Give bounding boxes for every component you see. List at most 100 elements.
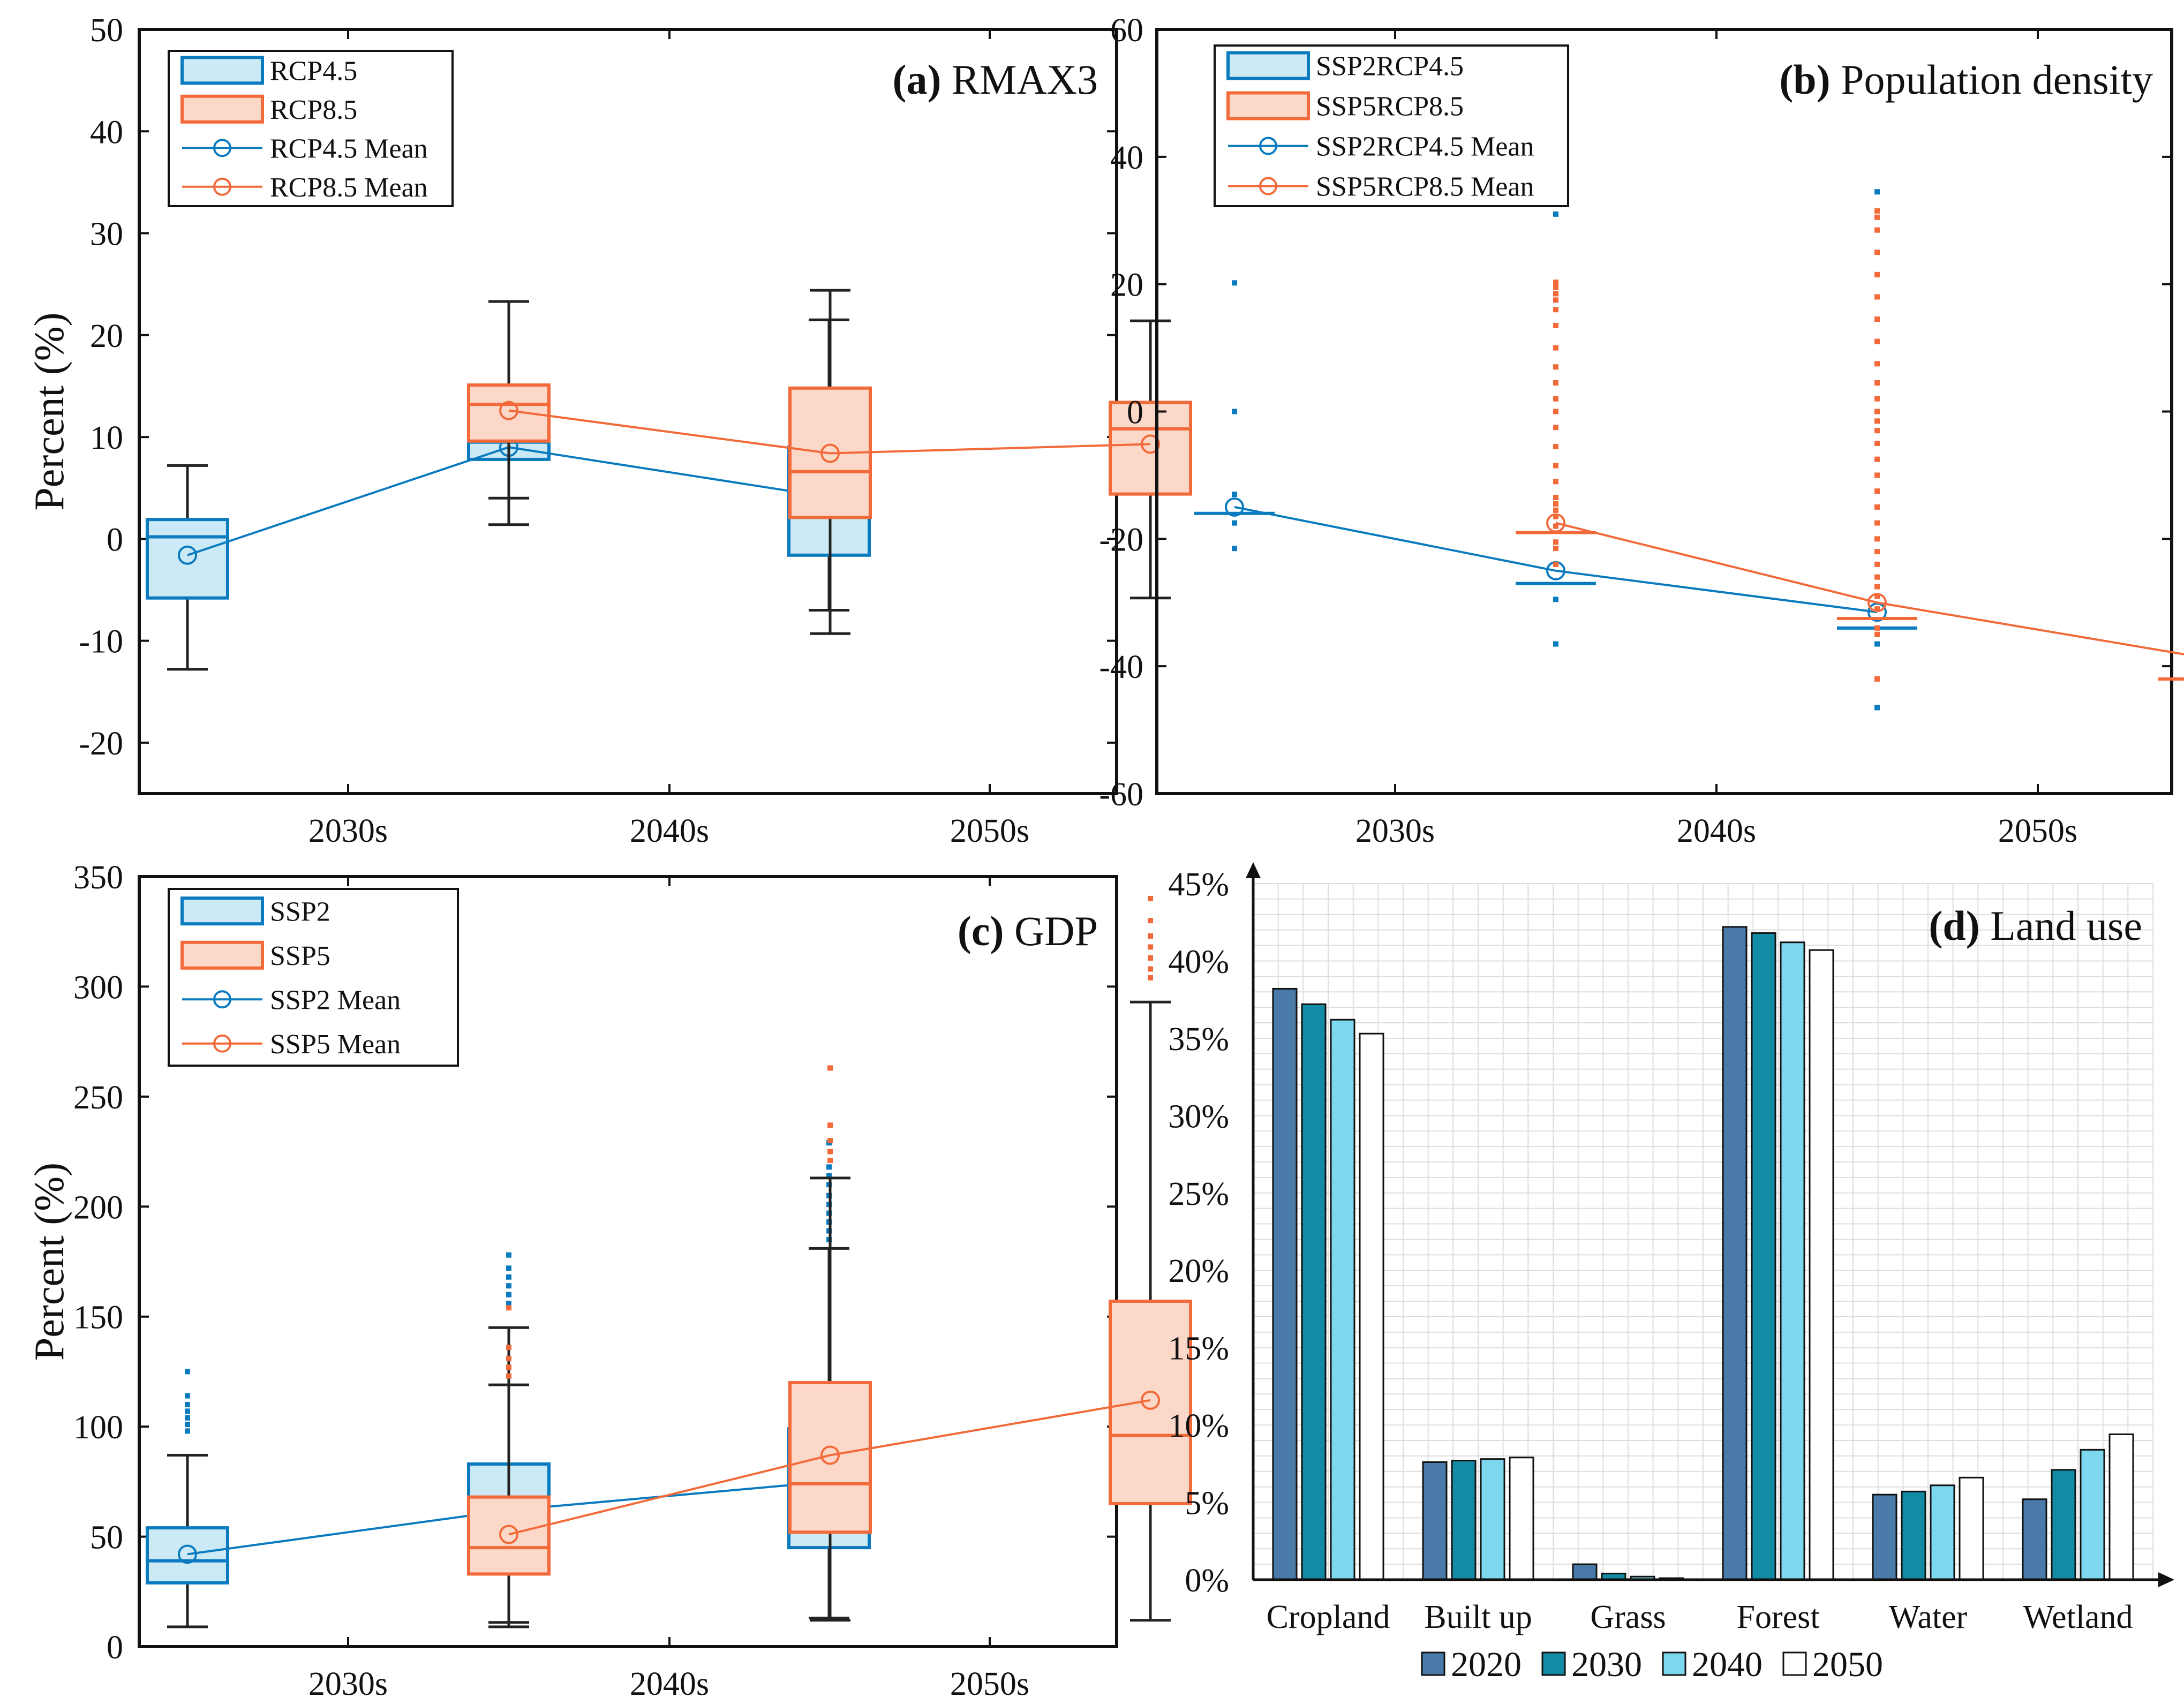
outlier-point: [506, 1252, 511, 1258]
legend-marker: [213, 1034, 231, 1053]
outlier-point: [1553, 380, 1558, 386]
outlier-point: [1874, 561, 1880, 567]
bar: [2108, 1433, 2134, 1581]
bar: [1480, 1458, 1505, 1581]
outlier-point: [1874, 409, 1880, 414]
panel-title: (b) Population density: [1779, 56, 2153, 103]
outlier-point: [1553, 280, 1558, 285]
x-tick-label: Grass: [1590, 1599, 1666, 1635]
outlier-point: [1874, 396, 1880, 402]
panel-label: (b): [1779, 56, 1830, 103]
y-tick-label: 5%: [1185, 1485, 1229, 1522]
outlier-point: [1874, 440, 1880, 446]
bar: [1359, 1032, 1384, 1581]
outlier-point: [1553, 597, 1558, 602]
x-tick-label: 2050s: [950, 813, 1029, 849]
outlier-point: [506, 1364, 511, 1370]
y-tick-label: 35%: [1168, 1021, 1229, 1058]
y-axis-label: Percent (%): [26, 1163, 72, 1361]
x-tick-label: Forest: [1737, 1599, 1820, 1635]
outlier-point: [1874, 504, 1880, 510]
panel-title-text: Population density: [1831, 56, 2153, 103]
outlier-point: [1874, 641, 1880, 647]
outlier-point: [1553, 291, 1558, 297]
bar: [1272, 987, 1298, 1581]
y-tick-label: 250: [73, 1080, 123, 1116]
outlier-point: [506, 1355, 511, 1361]
mean-marker: [178, 545, 197, 565]
legend-label: 2050: [1812, 1645, 1883, 1684]
outlier-point: [1874, 214, 1880, 220]
y-tick-label: 30%: [1168, 1098, 1229, 1135]
outlier-point: [1553, 396, 1558, 402]
panel-label: (c): [958, 908, 1004, 954]
panel-title-text: GDP: [1004, 908, 1098, 954]
bar: [1780, 941, 1805, 1581]
outlier-point: [1232, 409, 1237, 414]
outlier-point: [1874, 227, 1880, 233]
mean-marker: [499, 1525, 518, 1544]
y-tick-label: 0%: [1185, 1563, 1229, 1599]
bar: [1872, 1493, 1897, 1581]
legend-label: SSP5 Mean: [270, 1029, 401, 1060]
mean-marker: [1141, 434, 1160, 454]
outlier-point: [1553, 364, 1558, 370]
outlier-point: [185, 1408, 190, 1414]
legend-marker: [213, 177, 231, 196]
outlier-point: [827, 1122, 833, 1128]
outlier-point: [1148, 944, 1153, 950]
mean-line: [508, 1399, 1151, 1536]
legend-label: RCP4.5 Mean: [270, 133, 428, 164]
legend: SSP2 SSP5 SSP2 Mean SSP5 Mean: [168, 888, 459, 1067]
outlier-point: [1148, 918, 1153, 924]
legend-label: 2020: [1451, 1645, 1522, 1684]
y-axis-arrow: [1246, 862, 1261, 878]
outlier-point: [1232, 280, 1237, 286]
mean-line: [1234, 506, 1878, 614]
outlier-point: [1553, 546, 1558, 552]
panel-c: 0 50 100 150 200 250 300 350 2030s 2040s 2050s Perc…: [26, 859, 1192, 1702]
bar: [1809, 949, 1834, 1581]
outlier-point: [1874, 316, 1880, 322]
outlier-point: [185, 1402, 190, 1408]
outlier-point: [185, 1393, 190, 1399]
bar: [1509, 1457, 1534, 1581]
legend-swatch: [1662, 1651, 1686, 1676]
outlier-point: [506, 1305, 511, 1311]
outlier-point: [1553, 495, 1558, 501]
mean-marker: [1546, 513, 1565, 533]
bar: [1572, 1563, 1598, 1581]
panel-title-text: Land use: [1980, 902, 2142, 949]
box: [467, 383, 551, 443]
y-tick-label: 10: [90, 420, 123, 456]
mean-marker: [499, 401, 518, 420]
outlier-point: [185, 1415, 190, 1421]
mean-marker: [1141, 1390, 1160, 1410]
outlier-point: [506, 1292, 511, 1297]
outlier-point: [1148, 896, 1153, 902]
outlier-point: [506, 1274, 511, 1280]
outlier-point: [1553, 641, 1558, 647]
legend: 2020 2030 2040 2050: [1421, 1645, 1883, 1684]
y-tick-label: 0: [107, 522, 123, 558]
y-tick-label: 40: [1110, 140, 1143, 176]
box: [146, 518, 229, 600]
outlier-point: [1232, 520, 1237, 526]
x-tick-label: 2030s: [1355, 813, 1435, 849]
outlier-point: [1874, 456, 1880, 462]
bar: [1422, 1461, 1448, 1581]
box: [788, 1380, 872, 1534]
outlier-point: [1874, 676, 1880, 682]
y-tick-label: 50: [90, 1520, 123, 1556]
outlier-point: [1874, 250, 1880, 255]
legend-swatch: [180, 940, 264, 970]
legend-swatch: [1782, 1651, 1807, 1676]
legend-marker: [1259, 137, 1277, 155]
panel-d: 0% 5% 10% 15% 20% 25% 30% 35% 40% 45% Cropland Buil…: [1168, 862, 2174, 1684]
y-tick-label: 25%: [1168, 1176, 1229, 1212]
outlier-point: [1874, 593, 1880, 599]
y-tick-label: 50: [90, 12, 123, 49]
panel-label: (a): [893, 56, 942, 103]
outlier-point: [1232, 492, 1237, 497]
outlier-point: [1553, 523, 1558, 529]
